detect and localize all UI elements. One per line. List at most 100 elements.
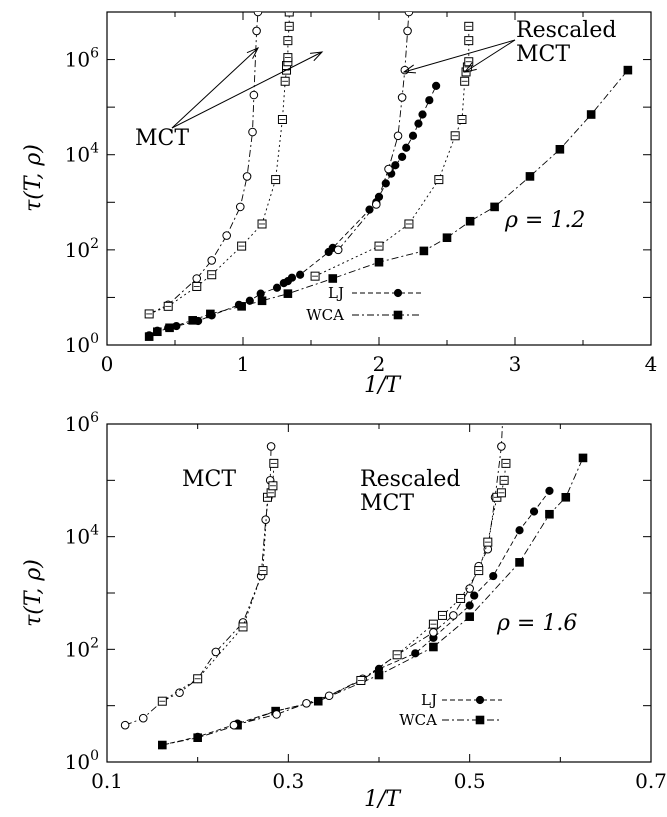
y-tick-base: 10 [65,637,90,661]
data-point [252,26,261,36]
annotation-1: Rescaled MCT [360,467,460,516]
legend-marker [393,288,403,298]
data-point [374,192,384,201]
data-point [578,453,588,463]
y-tick-exponent: 0 [90,331,99,347]
y-tick-exponent: 4 [90,523,99,539]
annotation-line: MCT [360,491,414,516]
annotation-arrow [464,39,516,73]
data-point [374,257,384,267]
data-point [391,161,400,170]
y-tick-base: 10 [65,143,90,167]
data-point [529,507,539,516]
x-tick-label: 0.5 [454,769,486,793]
data-point [206,309,215,319]
data-point [138,713,148,723]
series-line-2 [149,12,259,315]
data-point [272,710,281,719]
data-point [432,81,441,90]
y-tick-exponent: 0 [90,748,99,764]
data-point [333,245,343,255]
data-point [403,26,412,36]
y-tick-exponent: 6 [90,410,99,426]
data-point [545,509,554,519]
data-point [235,202,245,212]
data-point [188,316,197,325]
y-tick-label: 100 [65,748,99,774]
data-point [120,720,130,730]
y-tick-exponent: 6 [90,46,99,62]
data-point [402,143,411,152]
data-point [158,740,167,750]
series-line-0 [148,85,437,336]
data-point [398,152,407,161]
x-tick-label: 0 [101,352,114,376]
data-point [586,110,596,119]
y-tick-label: 104 [65,141,99,167]
data-point [400,65,410,75]
legend-label: LJ [328,284,344,302]
x-tick-label: 0.3 [272,769,304,793]
data-point [384,164,393,174]
y-tick-exponent: 4 [90,141,99,157]
data-point [222,231,231,240]
legend-label: LJ [421,691,437,709]
legend-marker [475,695,485,705]
data-point [302,699,311,708]
data-point [404,12,414,17]
arrow-head [402,64,417,74]
y-tick-label: 106 [65,46,99,72]
data-point [257,296,267,306]
data-point [429,642,438,652]
data-point [313,696,323,706]
data-point [248,127,257,137]
series-line-0 [162,490,550,746]
y-tick-label: 102 [65,635,99,661]
data-point [211,647,221,657]
data-point [272,283,282,292]
series-line-1 [148,69,629,337]
y-tick-base: 10 [65,333,90,357]
series-layer [144,12,633,341]
data-point [256,289,265,298]
data-point [465,601,474,610]
data-point [470,591,479,600]
y-tick-label: 104 [65,523,99,549]
annotation-0: MCT [135,126,189,151]
data-point [237,302,246,311]
data-point [499,403,507,411]
data-point [429,628,438,637]
data-point [374,670,384,680]
data-point [414,119,423,128]
data-point [249,90,259,100]
data-point [425,96,434,105]
x-axis-label: 1/T [364,787,402,812]
y-tick-base: 10 [65,48,90,72]
data-point [328,274,338,283]
annotation-line: MCT [516,42,570,67]
data-point [165,323,174,333]
series-layer [120,403,588,750]
data-point [266,442,276,451]
arrow-head [463,62,477,73]
annotation-line: Rescaled [360,467,460,492]
y-tick-label: 102 [65,236,99,262]
annotation-arrow [403,39,516,73]
data-point [442,233,452,243]
data-point [193,733,202,742]
data-point [465,216,475,226]
annotation-line: MCT [182,467,236,492]
legend-label: WCA [306,306,344,324]
legend-marker [475,715,485,725]
data-point [408,131,418,140]
y-tick-base: 10 [65,238,90,262]
x-tick-label: 3 [509,352,522,376]
data-point [284,12,294,17]
density-label: ρ = 1.2 [504,208,585,233]
y-tick-label: 100 [65,331,99,357]
data-point [490,202,499,212]
data-point [397,93,407,102]
